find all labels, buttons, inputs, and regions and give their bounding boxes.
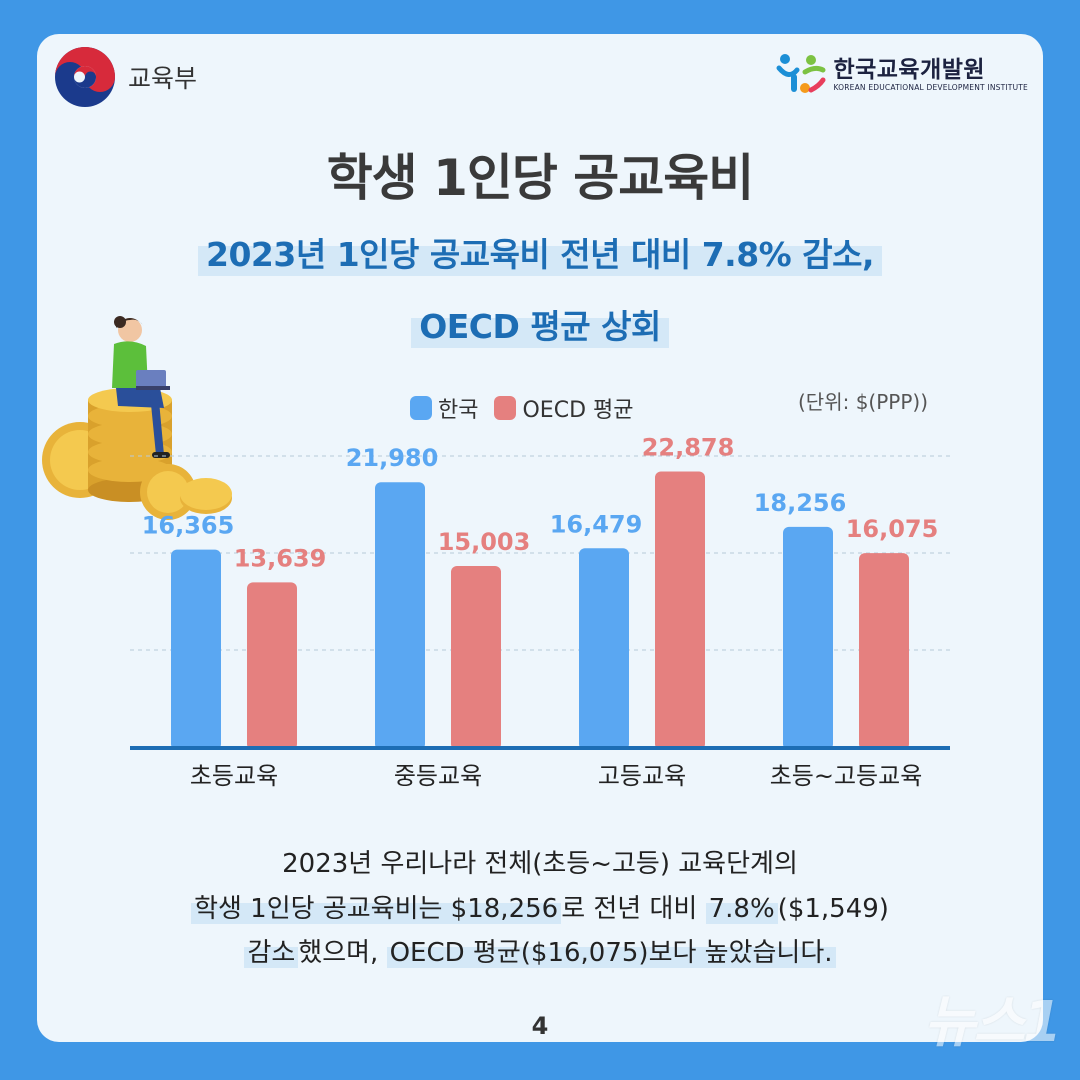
institute-eng-name: KOREAN EDUCATIONAL DEVELOPMENT INSTITUTE [833,82,1028,92]
data-label-oecd-1: 15,003 [438,528,531,556]
bar-korea-3 [783,526,833,750]
data-label-korea-2: 16,479 [550,510,643,538]
chart-legend: 한국 OECD 평균 [410,392,649,424]
legend-swatch-oecd [494,396,517,420]
body-highlight-2: 7.8% [705,894,778,924]
unit-label: (단위: $(PPP)) [798,390,929,414]
data-label-korea-3: 18,256 [754,489,847,517]
kedi-logo: 한국교육개발원 KOREAN EDUCATIONAL DEVELOPMENT I… [775,50,1028,98]
legend-label-oecd: OECD 평균 [522,398,634,423]
category-label-2: 고등교육 [598,762,686,790]
bar-oecd-0 [247,582,297,750]
body-text-3b: 했으며, [298,938,387,968]
body-line-2: 학생 1인당 공교육비는 $18,256 로 전년 대비 7.8% ($1,549) [0,888,1080,925]
page-number: 4 [531,1012,549,1040]
bar-chart: 16,365 13,639 초등교육 21,980 15,003 중등교육 16,479 22… [130,433,950,790]
legend-item-oecd: OECD 평균 [494,392,633,424]
body-line-1: 2023년 우리나라 전체(초등~고등) 교육단계의 [282,849,798,879]
bar-korea-2 [579,548,629,750]
data-label-korea-1: 21,980 [346,444,439,472]
data-label-korea-0: 16,365 [142,512,235,540]
legend-swatch-korea [410,396,432,420]
institute-name: 한국교육개발원 [833,56,986,83]
news1-watermark: 뉴스1 [923,977,1062,1058]
kedi-emblem-icon [776,54,826,93]
student-coins-illustration [42,316,232,520]
bar-oecd-3 [859,553,909,750]
body-highlight-3: 감소 [244,938,299,968]
bar-korea-0 [171,549,221,750]
subtitle-line-2: OECD 평균 상회 [411,300,669,348]
legend-item-korea: 한국 [410,392,478,424]
data-label-oecd-0: 13,639 [234,544,327,572]
page-title: 학생 1인당 공교육비 [326,149,755,207]
taegeuk-icon [55,47,115,107]
data-label-oecd-3: 16,075 [846,515,939,543]
category-label-1: 중등교육 [394,762,482,790]
watermark-text: 뉴스1 [923,990,1062,1055]
category-label-0: 초등교육 [190,762,278,790]
body-line-3: 감소 했으며, OECD 평균($16,075)보다 높았습니다. [0,932,1080,969]
bar-korea-1 [375,482,425,750]
body-highlight-1: 학생 1인당 공교육비는 $18,256 [191,894,562,924]
data-label-oecd-2: 22,878 [642,433,735,461]
bar-oecd-1 [451,565,501,750]
ministry-name: 교육부 [128,64,198,93]
legend-label-korea: 한국 [438,398,479,423]
subtitle-line-1: 2023년 1인당 공교육비 전년 대비 7.8% 감소, [198,228,882,276]
ministry-logo: 교육부 [54,46,197,108]
body-highlight-4: OECD 평균($16,075)보다 높았습니다. [386,938,836,968]
body-text-2d: ($1,549) [777,894,889,924]
category-label-3: 초등~고등교육 [770,762,923,790]
body-text-2b: 로 전년 대비 [561,894,706,924]
infographic-card [37,34,1043,1042]
bar-oecd-2 [655,471,705,750]
